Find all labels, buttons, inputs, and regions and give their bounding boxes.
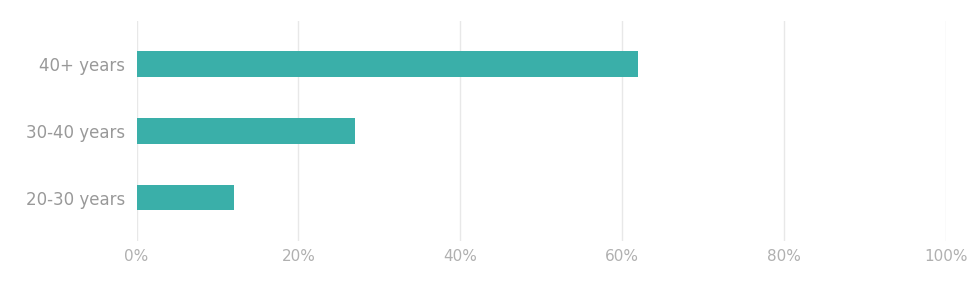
Bar	[136, 51, 639, 77]
Bar	[136, 118, 355, 143]
Bar	[136, 185, 234, 210]
